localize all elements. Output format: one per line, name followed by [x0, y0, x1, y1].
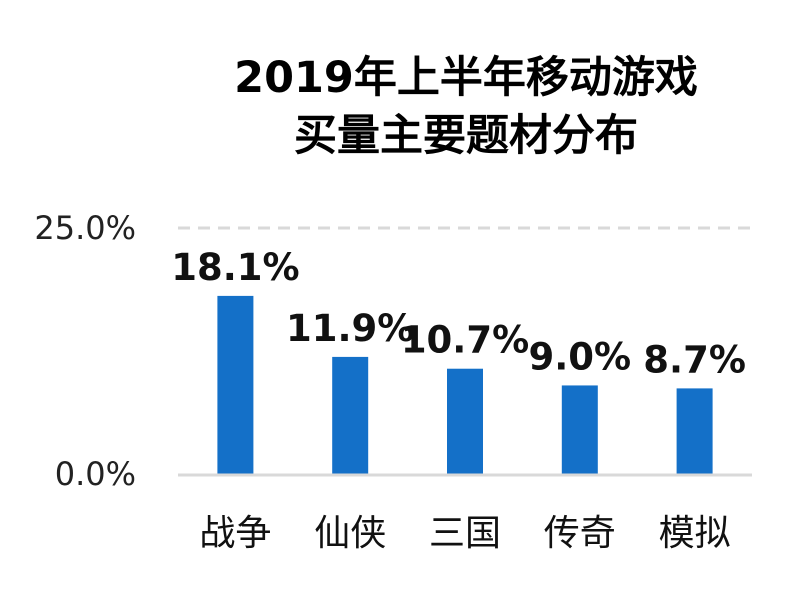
x-tick-label: 仙侠: [314, 513, 386, 554]
chart-title: 2019年上半年移动游戏 买量主要题材分布: [234, 53, 698, 161]
x-tick-label: 传奇: [544, 513, 616, 554]
bars: [217, 295, 713, 474]
data-labels: 18.1% 11.9%10.7% 9.0% 8.7%: [171, 246, 746, 381]
x-axis: 战争 仙侠 三国 传奇 模拟: [178, 473, 752, 554]
bar-5: [676, 388, 713, 474]
bar-4: [561, 385, 598, 474]
x-tick-label: 三国: [429, 513, 501, 554]
x-tick-label: 战争: [199, 513, 271, 554]
data-label: 18.1%: [171, 246, 299, 289]
bar-1: [217, 295, 254, 474]
chart-title-line-1: 2019年上半年移动游戏: [234, 53, 698, 103]
chart-title-line-2: 买量主要题材分布: [294, 111, 638, 161]
x-tick-label: 模拟: [659, 513, 731, 554]
data-label: 11.9%: [286, 307, 414, 350]
data-label: 9.0%: [528, 335, 631, 378]
y-tick-label: 0.0%: [55, 455, 136, 493]
bar-3: [447, 368, 483, 474]
data-label: 8.7%: [643, 338, 746, 381]
y-axis: 0.0% 25.0%: [34, 209, 136, 493]
data-label: 10.7%: [401, 319, 529, 362]
y-tick-label: 25.0%: [34, 209, 136, 247]
bar-2: [332, 356, 369, 474]
